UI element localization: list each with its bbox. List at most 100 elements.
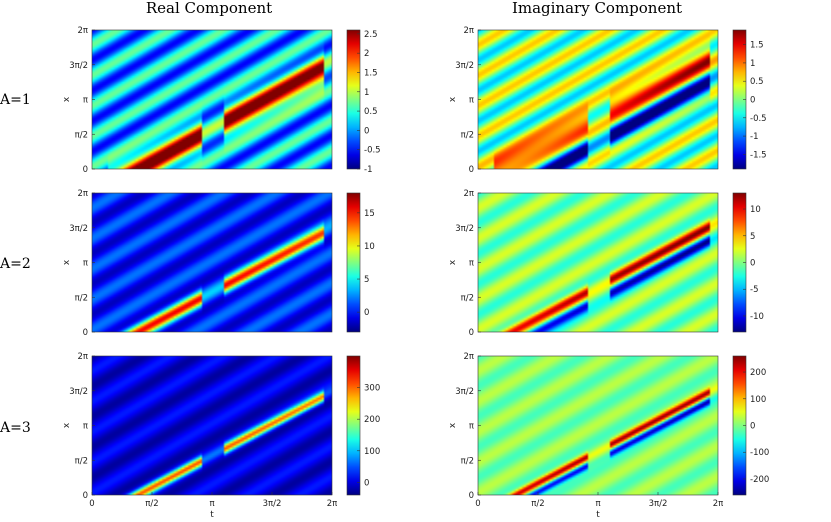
colorbar-tick-label: 0 xyxy=(750,422,755,432)
y-axis-label: x xyxy=(62,96,72,102)
row-label-a1: A=1 xyxy=(0,92,31,108)
colorbar-tick-label: 15 xyxy=(364,209,375,219)
colorbar-tick-label: 1 xyxy=(750,59,755,69)
heatmap-image xyxy=(92,356,332,495)
colorbar-tick-label: -200 xyxy=(750,475,769,485)
y-tick-label: 0 xyxy=(469,491,474,501)
panel-imag-a1: 0 π/2 π 3π/2 2π x -1.5 -1 -0.5 0 0.5 1 1.5 xyxy=(448,26,767,175)
y-tick-label: π/2 xyxy=(461,130,474,140)
y-tick-label: π xyxy=(469,96,474,106)
y-tick-label: π xyxy=(83,422,88,432)
y-tick-label: 2π xyxy=(463,352,474,362)
colorbar-tick-label: 1 xyxy=(364,88,369,98)
colorbar-tick-label: 2.5 xyxy=(364,30,378,40)
colorbar-tick-label: -1 xyxy=(364,165,372,175)
colorbar-tick-label: 100 xyxy=(364,447,380,457)
column-title-real: Real Component xyxy=(146,0,272,17)
heatmap-image xyxy=(478,193,718,332)
colorbar-tick-label: 0 xyxy=(750,96,755,106)
x-axis-label: t xyxy=(210,510,214,520)
colorbar-tick-label: 1.5 xyxy=(750,41,764,51)
row-label-a3: A=3 xyxy=(0,420,31,436)
y-tick-label: 3π/2 xyxy=(69,61,88,71)
y-tick-label: 3π/2 xyxy=(455,61,474,71)
colorbar-tick-label: 10 xyxy=(364,242,375,252)
y-tick-label: π xyxy=(469,259,474,269)
panels: 0 π/2 π 3π/2 2π x -1 -0.5 0 0.5 1 1.5 2 2.5 0 π/2 π 3π/2 2… xyxy=(62,26,769,520)
y-axis-label: x xyxy=(448,422,458,428)
x-tick-label: π xyxy=(595,499,600,509)
y-tick-label: 0 xyxy=(83,328,88,338)
row-label-a2: A=2 xyxy=(0,256,31,272)
y-tick-label: π xyxy=(469,422,474,432)
colorbar-tick-label: 0 xyxy=(364,308,369,318)
y-tick-label: π/2 xyxy=(461,456,474,466)
column-title-imaginary: Imaginary Component xyxy=(512,0,682,17)
colorbar-tick-label: -1.5 xyxy=(750,150,767,160)
y-tick-label: 2π xyxy=(463,26,474,36)
heatmap-image xyxy=(92,30,332,169)
colorbar-tick-label: -1 xyxy=(750,132,758,142)
colorbar-tick-label: 5 xyxy=(364,275,369,285)
heatmap-image xyxy=(478,30,718,169)
colorbar-tick-label: 0.5 xyxy=(364,107,378,117)
colorbar-tick-label: 200 xyxy=(364,415,380,425)
y-axis-label: x xyxy=(62,259,72,265)
x-tick-label: 0 xyxy=(89,499,94,509)
y-tick-label: 3π/2 xyxy=(455,387,474,397)
y-tick-label: π/2 xyxy=(75,293,88,303)
y-tick-label: π/2 xyxy=(461,293,474,303)
y-axis-label: x xyxy=(62,422,72,428)
colorbar-tick-label: 300 xyxy=(364,384,380,394)
colorbar-tick-label: -0.5 xyxy=(364,146,381,156)
x-tick-label: 3π/2 xyxy=(649,499,668,509)
y-tick-label: π/2 xyxy=(75,130,88,140)
y-axis-label: x xyxy=(448,259,458,265)
panel-real-a2: 0 π/2 π 3π/2 2π x 0 5 10 15 xyxy=(62,189,375,338)
y-tick-label: 2π xyxy=(77,26,88,36)
colorbar-tick-label: -0.5 xyxy=(750,114,767,124)
panel-real-a1: 0 π/2 π 3π/2 2π x -1 -0.5 0 0.5 1 1.5 2 2.5 xyxy=(62,26,381,175)
y-tick-label: π/2 xyxy=(75,456,88,466)
y-tick-label: π xyxy=(83,96,88,106)
y-tick-label: 3π/2 xyxy=(69,387,88,397)
x-tick-label: 0 xyxy=(475,499,480,509)
colorbar-tick-label: -100 xyxy=(750,448,769,458)
x-tick-label: π xyxy=(209,499,214,509)
heatmap-image xyxy=(478,356,718,495)
x-tick-label: π/2 xyxy=(145,499,158,509)
colorbar-tick-label: 200 xyxy=(750,368,766,378)
y-tick-label: π xyxy=(83,259,88,269)
colorbar-tick-label: 0 xyxy=(364,478,369,488)
colorbar-tick-label: 10 xyxy=(750,205,761,215)
y-tick-label: 0 xyxy=(83,165,88,175)
colorbar xyxy=(346,29,361,170)
colorbar-tick-label: 0.5 xyxy=(750,77,764,87)
colorbar-tick-label: 1.5 xyxy=(364,68,378,78)
colorbar-tick-label: 5 xyxy=(750,232,755,242)
y-tick-label: 2π xyxy=(463,189,474,199)
colorbar-tick-label: 2 xyxy=(364,49,369,59)
panel-imag-a2: 0 π/2 π 3π/2 2π x -10 -5 0 5 10 xyxy=(448,189,764,338)
y-tick-label: 0 xyxy=(469,328,474,338)
x-axis-label: t xyxy=(596,510,600,520)
y-tick-label: 2π xyxy=(77,352,88,362)
y-tick-label: 0 xyxy=(469,165,474,175)
x-tick-label: 2π xyxy=(713,499,724,509)
y-tick-label: 3π/2 xyxy=(69,224,88,234)
colorbar-tick-label: 0 xyxy=(364,126,369,136)
x-tick-label: 2π xyxy=(327,499,338,509)
colorbar-tick-label: -5 xyxy=(750,285,758,295)
colorbar xyxy=(346,355,361,496)
y-tick-label: 2π xyxy=(77,189,88,199)
x-tick-label: π/2 xyxy=(531,499,544,509)
y-axis-label: x xyxy=(448,96,458,102)
colorbar xyxy=(346,192,361,333)
y-tick-label: 0 xyxy=(83,491,88,501)
panel-real-a3: 0 π/2 π 3π/2 2π x 0 π/2 π 3π/2 2π t 0 100 200 300 xyxy=(62,352,380,520)
x-tick-label: 3π/2 xyxy=(263,499,282,509)
colorbar-tick-label: 0 xyxy=(750,259,755,269)
heatmap-image xyxy=(92,193,332,332)
colorbar-tick-label: -10 xyxy=(750,312,764,322)
